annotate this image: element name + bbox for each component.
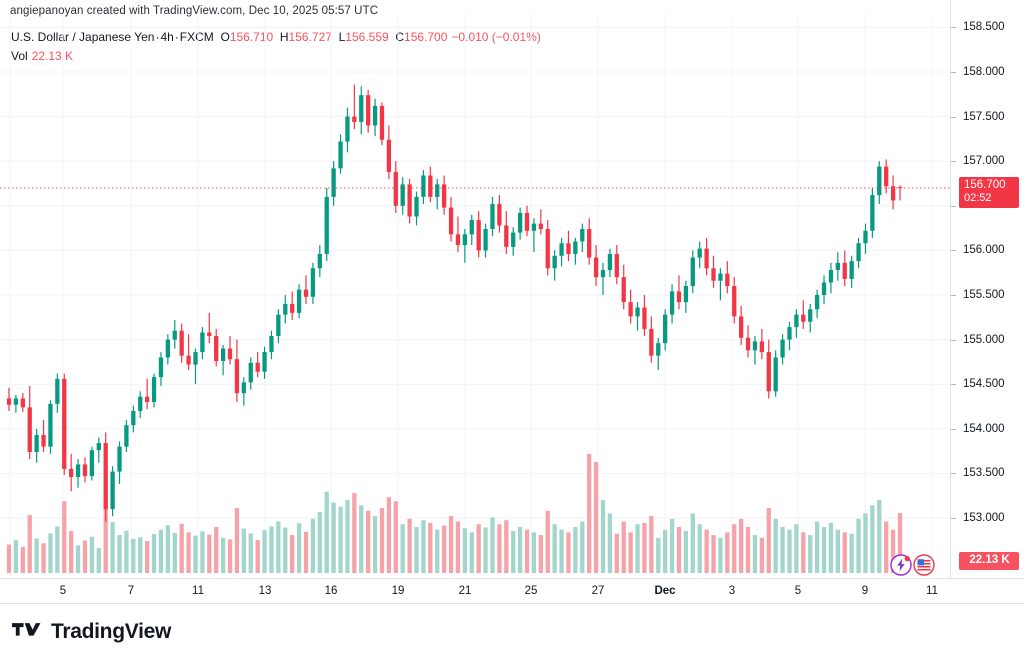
tradingview-mark-icon: [12, 622, 41, 636]
tradingview-wordmark: TradingView: [51, 620, 172, 643]
price-tick: 153.500: [963, 467, 1005, 480]
us-flag-glyph: [913, 554, 935, 576]
price-tick-mark: [951, 295, 956, 296]
legend-separator-2: ·: [174, 30, 179, 44]
chart-legend: U.S. Dollar / Japanese Yen·4h·FXCM O156.…: [11, 28, 541, 46]
legend-close-value: 156.700: [404, 30, 448, 44]
time-tick: 11: [926, 585, 938, 597]
time-tick: 21: [458, 585, 472, 597]
price-axis[interactable]: 158.500158.000157.500157.000156.500156.0…: [950, 0, 1024, 578]
price-tick-mark: [951, 27, 956, 29]
legend-separator-1: ·: [155, 30, 160, 44]
price-tick-mark: [951, 72, 956, 73]
time-tick: 7: [127, 585, 135, 597]
price-tick-mark: [951, 339, 956, 341]
legend-exchange: FXCM: [179, 30, 214, 44]
time-tick: 9: [861, 585, 869, 597]
price-tick-mark: [951, 205, 956, 207]
price-tick-mark: [951, 116, 956, 118]
price-tick-mark: [951, 518, 956, 519]
price-tick-mark: [951, 473, 956, 475]
legend-open-label: O: [220, 30, 230, 44]
price-tick-mark: [951, 384, 956, 386]
volume-legend-label: Vol: [11, 49, 28, 63]
current-price-countdown: 02:52: [964, 191, 992, 204]
time-tick: 27: [591, 585, 605, 597]
price-tick: 157.000: [963, 155, 1005, 168]
time-tick: 3: [728, 585, 736, 597]
legend-symbol[interactable]: U.S. Dollar / Japanese Yen: [11, 30, 155, 44]
us-flag-icon[interactable]: [913, 554, 935, 576]
chart-plot-area[interactable]: [0, 14, 950, 574]
price-tick: 158.000: [963, 66, 1005, 78]
time-tick: 5: [59, 585, 67, 597]
footer: TradingView: [0, 604, 1024, 661]
legend-close-label: C: [395, 30, 405, 44]
time-tick: 11: [192, 585, 204, 597]
price-tick: 154.500: [963, 378, 1005, 391]
chart-canvas[interactable]: [0, 14, 950, 574]
price-tick: 155.000: [963, 333, 1005, 346]
time-tick: 19: [391, 585, 405, 597]
time-tick: 5: [794, 585, 802, 597]
legend-low-label: L: [338, 30, 346, 44]
price-tick: 158.500: [963, 21, 1005, 34]
tradingview-logo[interactable]: TradingView: [12, 620, 171, 644]
attribution-text: angiepanoyan created with TradingView.co…: [10, 5, 379, 17]
price-tick: 154.000: [963, 422, 1005, 435]
price-tick: 156.000: [963, 244, 1005, 257]
time-tick: 25: [524, 585, 538, 597]
current-price-value: 156.700: [964, 178, 1006, 191]
price-tick: 153.000: [963, 512, 1005, 524]
time-axis[interactable]: 5 7 11 13 16 19 21 25 27 Dec 3 5 9 11: [0, 578, 1024, 604]
legend-low-value: 156.559: [345, 30, 389, 44]
volume-value-badge: 22.13 K: [959, 552, 1019, 570]
price-tick-mark: [951, 161, 956, 163]
legend-high-label: H: [279, 30, 289, 44]
legend-change: −0.010 (−0.01%): [451, 30, 541, 44]
legend-interval[interactable]: 4h: [160, 30, 174, 44]
candlesticks: [6, 84, 903, 522]
grid-lines: [0, 14, 950, 574]
price-tick-mark: [951, 428, 956, 430]
legend-high-value: 156.727: [288, 30, 332, 44]
price-tick-mark: [951, 250, 956, 252]
legend-open-value: 156.710: [229, 30, 274, 44]
lightning-bolt-glyph: [890, 554, 912, 576]
price-tick: 157.500: [963, 110, 1005, 123]
price-tick: 155.500: [963, 289, 1005, 301]
time-tick: 13: [258, 585, 272, 597]
volume-bars: [6, 453, 903, 573]
time-tick: 16: [324, 585, 338, 597]
time-tick: Dec: [654, 585, 676, 597]
current-price-badge: 156.700 02:52: [959, 176, 1019, 208]
lightning-bolt-icon[interactable]: [890, 554, 912, 576]
